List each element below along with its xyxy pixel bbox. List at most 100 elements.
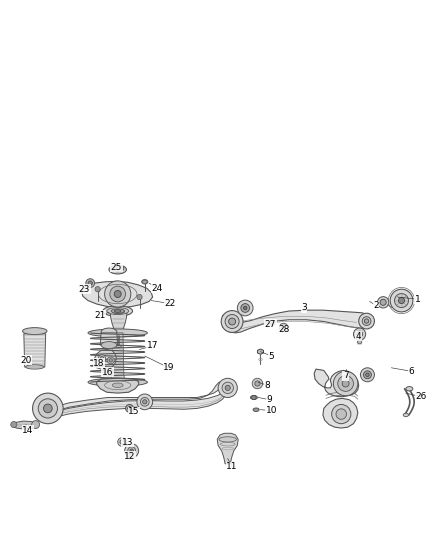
Polygon shape — [81, 281, 152, 308]
Circle shape — [95, 287, 100, 292]
Circle shape — [141, 398, 149, 406]
Circle shape — [221, 311, 243, 333]
Text: 5: 5 — [268, 351, 274, 360]
Ellipse shape — [253, 408, 259, 411]
Circle shape — [99, 354, 106, 362]
Polygon shape — [105, 342, 113, 350]
Circle shape — [218, 378, 237, 398]
Ellipse shape — [101, 342, 117, 349]
Circle shape — [353, 328, 366, 340]
Ellipse shape — [219, 437, 237, 442]
Circle shape — [105, 281, 131, 307]
Circle shape — [118, 438, 127, 446]
Text: 14: 14 — [22, 426, 33, 435]
Circle shape — [364, 319, 369, 323]
Polygon shape — [100, 333, 118, 345]
Ellipse shape — [142, 280, 148, 284]
Circle shape — [241, 304, 250, 312]
Text: 17: 17 — [147, 342, 159, 351]
Circle shape — [336, 409, 346, 419]
Circle shape — [229, 318, 236, 325]
Circle shape — [255, 381, 260, 386]
Ellipse shape — [251, 395, 258, 399]
Ellipse shape — [22, 328, 47, 335]
Circle shape — [364, 371, 371, 379]
Circle shape — [225, 314, 239, 328]
Circle shape — [114, 290, 121, 297]
Ellipse shape — [114, 310, 121, 312]
Polygon shape — [314, 369, 359, 397]
Text: 23: 23 — [79, 285, 90, 294]
Text: 27: 27 — [265, 320, 276, 329]
Circle shape — [252, 395, 256, 400]
Circle shape — [380, 299, 386, 305]
Text: 25: 25 — [111, 263, 122, 272]
Ellipse shape — [88, 329, 148, 337]
Circle shape — [279, 323, 288, 332]
Circle shape — [107, 357, 114, 364]
Text: 4: 4 — [356, 332, 361, 341]
Circle shape — [32, 393, 63, 424]
Text: 2: 2 — [373, 301, 379, 310]
Circle shape — [366, 373, 369, 376]
Text: 16: 16 — [102, 368, 113, 377]
Polygon shape — [46, 381, 231, 417]
Circle shape — [244, 306, 247, 310]
Text: 12: 12 — [124, 452, 135, 461]
Circle shape — [126, 405, 134, 413]
Circle shape — [109, 359, 113, 362]
Ellipse shape — [116, 345, 121, 348]
Circle shape — [332, 405, 351, 424]
Text: 6: 6 — [408, 367, 414, 376]
Circle shape — [88, 281, 92, 285]
Circle shape — [86, 279, 95, 287]
Ellipse shape — [406, 386, 413, 391]
Circle shape — [120, 440, 124, 444]
Ellipse shape — [111, 309, 124, 313]
Circle shape — [222, 382, 233, 393]
Text: 21: 21 — [95, 311, 106, 320]
Ellipse shape — [101, 328, 117, 336]
Polygon shape — [223, 310, 371, 333]
Circle shape — [378, 297, 389, 308]
Polygon shape — [110, 310, 127, 336]
Text: 26: 26 — [415, 392, 427, 401]
Polygon shape — [111, 333, 125, 382]
Polygon shape — [105, 369, 113, 376]
Circle shape — [399, 297, 405, 304]
Circle shape — [225, 385, 230, 391]
Polygon shape — [217, 433, 238, 464]
Text: 22: 22 — [165, 299, 176, 308]
Circle shape — [11, 422, 17, 427]
Polygon shape — [95, 350, 117, 369]
Circle shape — [282, 326, 286, 330]
Ellipse shape — [357, 340, 362, 344]
Circle shape — [395, 294, 409, 308]
Text: 24: 24 — [152, 284, 162, 293]
Polygon shape — [24, 334, 46, 367]
Circle shape — [125, 444, 139, 458]
Text: 1: 1 — [415, 295, 420, 304]
Text: 28: 28 — [278, 325, 290, 334]
Polygon shape — [33, 399, 62, 417]
Polygon shape — [323, 398, 358, 428]
Circle shape — [100, 357, 104, 360]
Circle shape — [359, 313, 374, 329]
Circle shape — [333, 372, 358, 395]
Circle shape — [128, 407, 131, 410]
Text: 9: 9 — [266, 395, 272, 404]
Circle shape — [128, 447, 136, 455]
Ellipse shape — [103, 306, 133, 316]
Circle shape — [143, 400, 147, 404]
Ellipse shape — [107, 308, 129, 314]
Ellipse shape — [112, 383, 123, 387]
Polygon shape — [258, 349, 264, 354]
Circle shape — [362, 317, 371, 326]
Text: 3: 3 — [301, 303, 307, 312]
Text: 20: 20 — [20, 356, 32, 365]
Ellipse shape — [403, 413, 409, 417]
Ellipse shape — [109, 265, 127, 274]
Ellipse shape — [88, 378, 148, 386]
Circle shape — [137, 394, 152, 410]
Text: 13: 13 — [122, 438, 133, 447]
